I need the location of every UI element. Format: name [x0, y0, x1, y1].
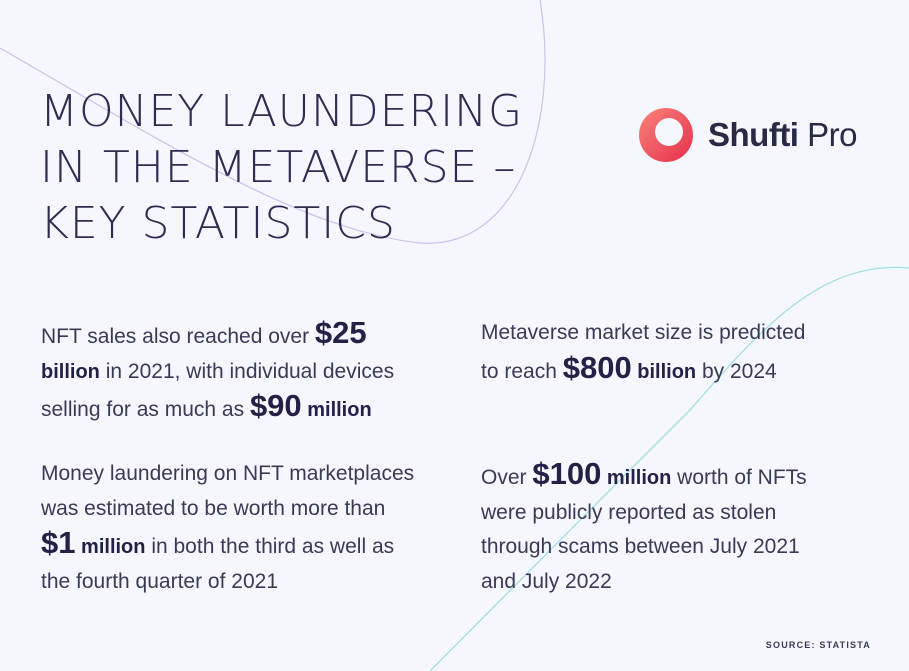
stat-text: the fourth quarter of 2021 [41, 569, 278, 593]
stat-line: were publicly reported as stolen [481, 496, 807, 531]
stat-text: through scams between July 2021 [481, 535, 800, 558]
stat-unit: billion [41, 360, 100, 383]
title-line-3: KEY STATISTICS [40, 198, 396, 249]
stat-text: in 2021, with individual devices [99, 359, 395, 383]
stat-line: billion in 2021, with individual devices [41, 355, 394, 390]
logo-brand-bold: Shufti [708, 116, 799, 153]
stat-line: $1 million in both the third as well as [41, 525, 414, 565]
stat-line: through scams between July 2021 [481, 530, 807, 565]
stat-text: and July 2022 [481, 569, 612, 593]
stat-figure: $25 [314, 315, 367, 350]
title-line-1: MONEY LAUNDERING [40, 86, 524, 137]
stat-line: selling for as much as $90 million [41, 388, 394, 428]
stat-metaverse-market-size: Metaverse market size is predicted to rea… [481, 316, 805, 389]
title-line-2: IN THE METAVERSE – [40, 142, 517, 193]
stat-line: Money laundering on NFT marketplaces [41, 457, 414, 492]
source-note: SOURCE: STATISTA [765, 640, 871, 650]
logo-ring-icon [639, 108, 693, 162]
stat-text: was estimated to be worth more than [41, 496, 386, 520]
stat-line: NFT sales also reached over $25 [41, 315, 394, 355]
stat-text: selling for as much as [41, 398, 250, 421]
stat-text: worth of NFTs [671, 466, 807, 489]
stat-unit: million [301, 399, 372, 421]
stat-text: were publicly reported as stolen [481, 500, 777, 524]
stat-nft-sales: NFT sales also reached over $25 billion i… [41, 315, 394, 428]
stat-text: to reach [481, 359, 563, 383]
stat-figure: $90 [249, 388, 302, 423]
stat-text: Metaverse market size is predicted [481, 321, 806, 344]
stat-text: Over [481, 466, 533, 489]
stat-line: the fourth quarter of 2021 [41, 565, 414, 600]
stat-text: Money laundering on NFT marketplaces [41, 462, 415, 485]
stat-stolen-nfts: Over $100 million worth of NFTs were publ… [481, 456, 807, 600]
logo-brand-regular: Pro [807, 116, 858, 153]
stat-nft-money-laundering: Money laundering on NFT marketplaces was … [41, 457, 414, 599]
stat-figure: $1 [41, 525, 76, 560]
stat-text: in both the third as well as [145, 535, 395, 558]
stat-unit: million [75, 536, 146, 558]
stat-line: Metaverse market size is predicted [481, 316, 805, 351]
stat-figure: $100 [532, 456, 602, 491]
page-title: MONEY LAUNDERING IN THE METAVERSE – KEY … [40, 84, 523, 252]
stat-text: by 2024 [696, 359, 777, 383]
shufti-pro-logo: Shufti Pro [638, 107, 858, 163]
stat-figure: $800 [562, 349, 632, 385]
stat-unit: billion [631, 360, 697, 383]
stat-line: and July 2022 [481, 565, 807, 600]
logo-wordmark: Shufti Pro [708, 116, 858, 154]
stat-unit: million [601, 467, 672, 489]
stat-line: Over $100 million worth of NFTs [481, 456, 807, 496]
stat-text: NFT sales also reached over [41, 325, 315, 348]
stat-line: to reach $800 billion by 2024 [481, 349, 805, 390]
stat-line: was estimated to be worth more than [41, 492, 414, 527]
